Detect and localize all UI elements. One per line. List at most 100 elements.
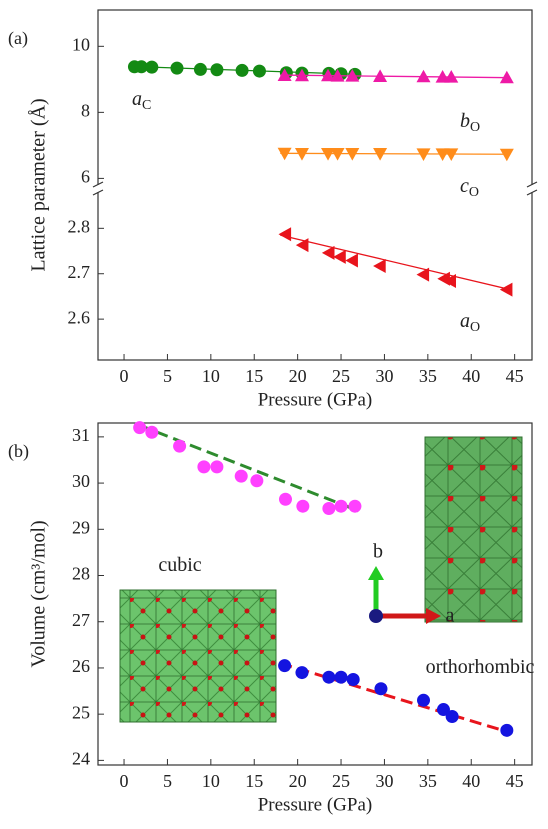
marker (444, 70, 459, 83)
fit-line (279, 661, 511, 735)
marker (252, 64, 266, 78)
marker (134, 60, 148, 74)
y-axis-title: Lattice parameter (Å) (28, 98, 50, 271)
y-tick-label: 31 (72, 425, 90, 445)
marker (173, 439, 187, 453)
marker (373, 259, 386, 274)
series-subscript: C (142, 98, 151, 113)
marker (294, 148, 309, 161)
marker (417, 693, 430, 707)
series-label: aO (460, 310, 480, 336)
marker (277, 147, 292, 161)
y-tick-label: 25 (72, 702, 90, 722)
y-tick-label: 8 (81, 100, 90, 120)
marker (197, 460, 211, 474)
series-subscript: O (469, 185, 479, 200)
marker (499, 282, 513, 297)
series-label: cO (460, 175, 479, 201)
marker (445, 709, 459, 723)
axis-break (92, 189, 104, 196)
x-tick-label: 15 (245, 771, 263, 791)
marker (321, 245, 335, 260)
x-tick-label: 25 (332, 366, 350, 386)
marker (416, 148, 431, 161)
series-label: orthorhombic (426, 656, 535, 678)
marker (210, 460, 224, 474)
axis-break (94, 185, 102, 192)
x-tick-label: 35 (419, 771, 437, 791)
x-tick-label: 10 (202, 771, 220, 791)
panel-label: (a) (8, 28, 28, 49)
marker (295, 666, 309, 680)
x-tick-label: 45 (506, 366, 524, 386)
x-tick-label: 30 (375, 771, 393, 791)
marker (193, 62, 207, 76)
series-name: b (460, 110, 470, 132)
marker (170, 61, 184, 75)
x-tick-label: 5 (163, 366, 172, 386)
marker (374, 682, 388, 696)
fit-line (280, 234, 511, 291)
marker (436, 703, 450, 717)
series-name: orthorhombic (426, 656, 535, 678)
x-tick-label: 0 (120, 771, 129, 791)
marker (145, 425, 159, 439)
series-label: bO (460, 110, 480, 136)
fit-line (280, 152, 511, 155)
marker (278, 492, 292, 506)
marker (345, 253, 358, 268)
marker (277, 68, 292, 81)
x-tick-label: 0 (120, 366, 129, 386)
marker (373, 148, 388, 161)
marker (250, 474, 264, 488)
x-axis-title: Pressure (GPa) (258, 389, 373, 410)
marker (500, 723, 514, 737)
orthorhombic-structure (424, 436, 523, 623)
y-axis-title: Volume (cm³/mol) (28, 520, 50, 667)
marker (346, 673, 360, 686)
marker (321, 68, 336, 82)
marker (322, 670, 336, 684)
series-name: a (132, 88, 142, 110)
x-tick-label: 10 (202, 366, 220, 386)
x-tick-label: 35 (419, 366, 437, 386)
marker (145, 60, 159, 74)
y-tick-label: 30 (72, 471, 90, 491)
y-tick-label: 2.7 (68, 262, 91, 282)
axis-break (526, 189, 538, 196)
x-tick-label: 40 (462, 366, 480, 386)
axes-arrows (368, 566, 441, 624)
fit-line (280, 74, 511, 79)
marker (322, 502, 336, 515)
x-tick-label: 20 (289, 366, 307, 386)
x-tick-label: 30 (375, 366, 393, 386)
marker (321, 148, 336, 161)
marker (416, 267, 430, 282)
marker (210, 63, 224, 77)
marker (133, 421, 147, 435)
marker (499, 148, 514, 162)
marker (444, 148, 459, 161)
y-tick-label: 28 (72, 564, 90, 584)
panel-label: (b) (8, 441, 29, 462)
y-tick-label: 27 (72, 610, 90, 630)
x-tick-label: 25 (332, 771, 350, 791)
series-label: aC (132, 88, 151, 114)
fit-line (139, 423, 359, 513)
crystal-axis-label: a (446, 605, 455, 627)
marker (234, 469, 248, 483)
marker (416, 69, 431, 83)
series-subscript: O (470, 120, 480, 135)
axis-break (526, 181, 538, 188)
y-tick-label: 2.6 (68, 307, 91, 327)
y-tick-label: 26 (72, 656, 90, 676)
x-tick-label: 20 (289, 771, 307, 791)
x-tick-label: 15 (245, 366, 263, 386)
x-tick-label: 40 (462, 771, 480, 791)
marker (330, 69, 345, 82)
y-tick-label: 24 (72, 749, 90, 769)
marker (334, 670, 348, 684)
marker (443, 273, 457, 288)
marker (345, 69, 360, 82)
